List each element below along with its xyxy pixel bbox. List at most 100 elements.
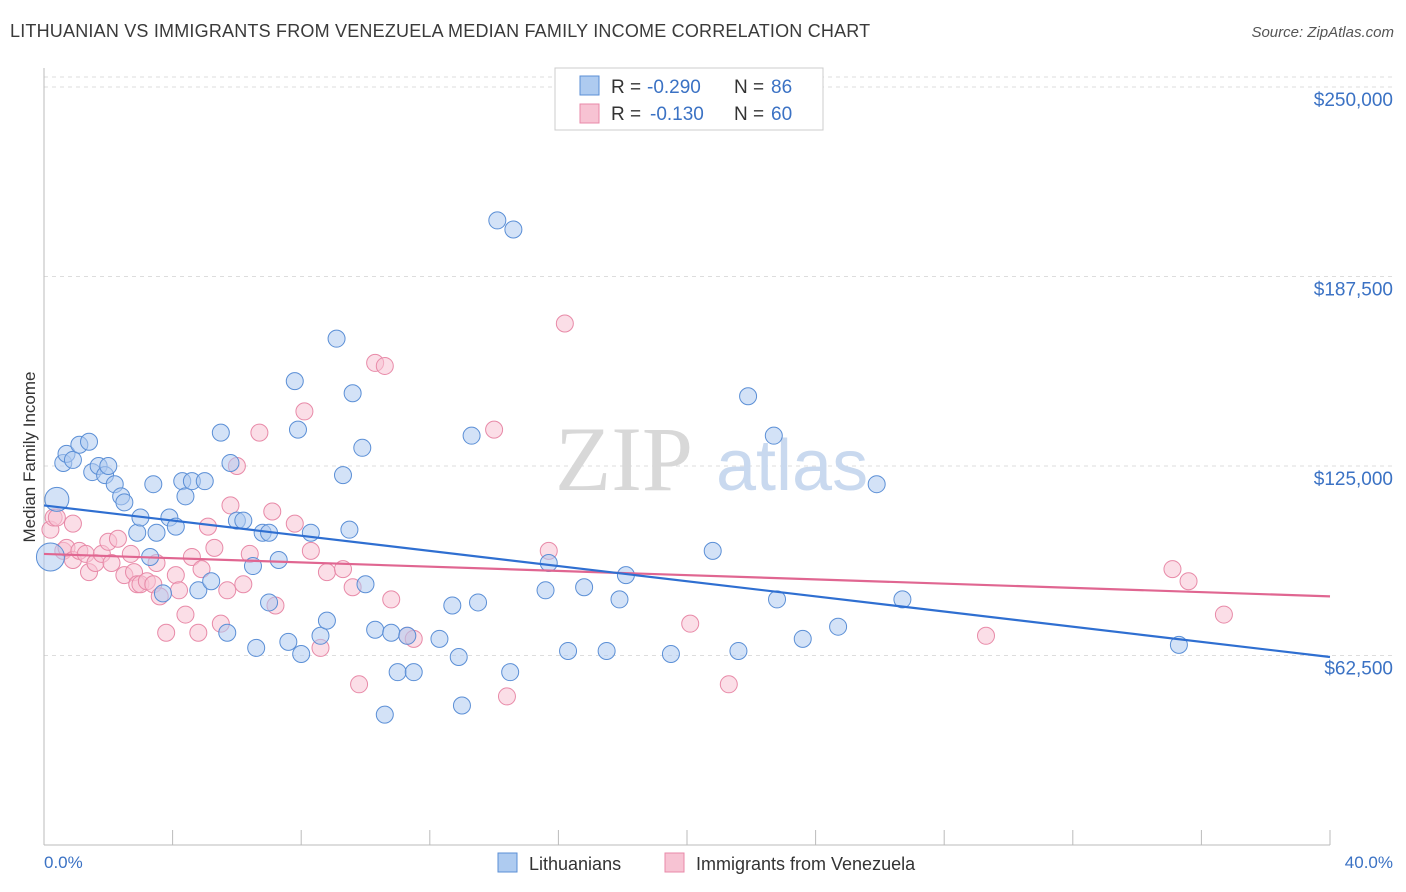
lithuanian-point [147,523,166,542]
lithuanian-point [375,705,394,724]
lithuanian-point [279,632,298,651]
venezuela-point [350,675,369,694]
venezuela-point [263,502,282,521]
chart-title: LITHUANIAN VS IMMIGRANTS FROM VENEZUELA … [10,21,871,41]
lithuanian-point [218,623,237,642]
x-axis-max-label: 40.0% [1345,853,1393,872]
lithuanian-point [388,663,407,682]
lithuanian-point [536,581,555,600]
lithuanian-point [260,593,279,612]
venezuela-point [382,590,401,609]
lithuanian-trend-line [43,504,1331,659]
lithuanian-point [398,626,417,645]
venezuela-point [485,420,504,439]
lithuanian-point [221,453,240,472]
lithuanian-point [115,493,134,512]
venezuela-points [41,314,1233,706]
y-axis-title: Median Family Income [20,371,39,542]
venezuela-point [198,517,217,536]
y-tick-label: $250,000 [1314,90,1393,111]
lithuanian-point [80,432,99,451]
venezuela-point [1179,572,1198,591]
lithuanian-point [269,550,288,569]
lithuanian-point [247,638,266,657]
x-ticks [43,830,1331,845]
venezuela-point [497,687,516,706]
legend-r-label-1: R = [611,77,641,98]
venezuela-point [166,566,185,585]
lithuanian-point [452,696,471,715]
lithuanian-point [333,466,352,485]
lithuanian-point [195,472,214,491]
venezuela-point [157,623,176,642]
series-legend: Lithuanians Immigrants from Venezuela [497,852,916,874]
lithuanian-point [327,329,346,348]
venezuela-point [108,529,127,548]
trend-lines [43,504,1331,659]
x-axis-min-label: 0.0% [44,853,83,872]
venezuela-point [189,623,208,642]
lithuanian-point [739,387,758,406]
lithuanian-point [343,384,362,403]
lithuanian-point [288,420,307,439]
legend-r-value-1: -0.290 [647,77,701,98]
legend-box [554,67,824,131]
lithuanian-point [469,593,488,612]
venezuela-point [221,496,240,515]
correlation-legend: R = -0.290 N = 86 R = -0.130 N = 60 [554,67,824,131]
lithuanian-point [793,629,812,648]
lithuanian-point [829,617,848,636]
lithuanian-point [729,641,748,660]
series-label-venezuela: Immigrants from Venezuela [696,854,916,874]
venezuela-point [1163,560,1182,579]
legend-r-value-2: -0.130 [650,104,704,125]
watermark-atlas: atlas [716,426,868,506]
lithuanian-point [35,542,65,572]
venezuela-point [301,541,320,560]
lithuanian-point [311,626,330,645]
venezuela-point [182,547,201,566]
venezuela-point [555,314,574,333]
venezuela-point [1214,605,1233,624]
lithuanian-point [764,426,783,445]
lithuanian-point [559,641,578,660]
lithuanian-point [202,572,221,591]
watermark: ZIP atlas [555,408,868,510]
lithuanian-point [356,575,375,594]
lithuanian-point [292,644,311,663]
lithuanian-point [539,554,558,573]
venezuela-point [218,581,237,600]
venezuela-point [234,575,253,594]
y-tick-label: $62,500 [1324,659,1393,680]
venezuela-point [176,605,195,624]
lithuanian-point [443,596,462,615]
venezuela-point [375,356,394,375]
lithuanian-point [211,423,230,442]
lithuanian-point [366,620,385,639]
lithuanian-point [575,578,594,597]
lithuanian-point [430,629,449,648]
venezuela-point [170,581,189,600]
venezuela-point [285,514,304,533]
lithuanian-point [63,450,82,469]
venezuela-point [205,538,224,557]
watermark-zip: ZIP [555,408,693,510]
venezuela-point [192,560,211,579]
series-label-lithuanians: Lithuanians [529,854,621,874]
lithuanian-point [189,581,208,600]
lithuanian-point [462,426,481,445]
lithuanian-point [703,541,722,560]
lithuanian-point [153,584,172,603]
series-swatch-lithuanians [497,852,518,873]
lithuanian-point [893,590,912,609]
lithuanian-point [867,475,886,494]
y-tick-label: $187,500 [1314,280,1393,301]
lithuanian-point [317,611,336,630]
lithuanian-point [285,372,304,391]
lithuanian-point [404,663,423,682]
lithuanian-point [597,641,616,660]
lithuanian-point [488,211,507,230]
lithuanian-point [449,648,468,667]
lithuanian-point [234,511,253,530]
lithuanian-point [176,487,195,506]
